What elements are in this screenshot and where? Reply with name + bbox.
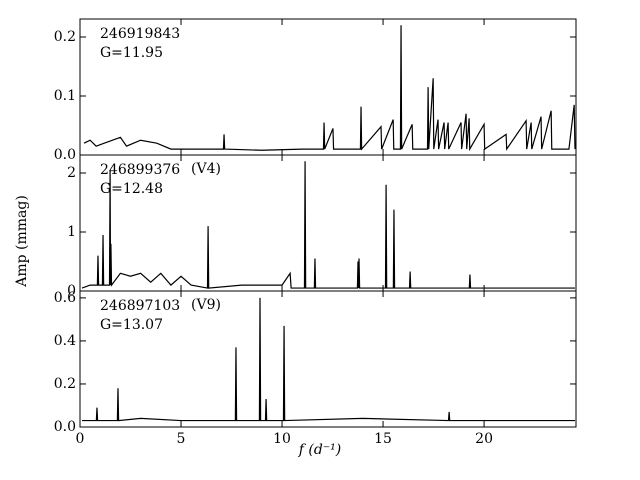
x-tick-label: 10 <box>273 431 291 447</box>
y-tick-label: 0.2 <box>54 29 76 45</box>
y-tick-label: 0.2 <box>54 376 76 392</box>
star-id: 246919843 <box>100 26 180 42</box>
spectrum-line <box>83 25 576 152</box>
star-magnitude: G=12.48 <box>100 181 163 197</box>
panel-frame <box>79 290 577 428</box>
y-tick-label: 0 <box>67 283 76 299</box>
x-tick-label: 20 <box>475 431 493 447</box>
x-tick-label: 5 <box>177 431 186 447</box>
y-tick-label: 0.0 <box>54 147 76 163</box>
star-id: 246899376 <box>100 162 180 178</box>
y-tick-label: 2 <box>67 165 76 181</box>
y-tick-label: 0.4 <box>54 333 76 349</box>
x-axis-label: f (d⁻¹) <box>298 442 342 458</box>
star-id: 246897103 <box>100 298 180 314</box>
y-tick-label: 0.0 <box>54 419 76 435</box>
y-axis-label: Amp (mmag) <box>14 195 30 288</box>
x-tick-label: 0 <box>76 431 85 447</box>
star-tag: (V9) <box>191 297 221 313</box>
spectrum-line <box>82 297 575 422</box>
y-tick-label: 0.6 <box>54 290 76 306</box>
spectrum-line <box>81 161 575 289</box>
star-magnitude: G=11.95 <box>100 45 163 61</box>
y-tick-label: 1 <box>67 224 76 240</box>
star-tag: (V4) <box>191 161 221 177</box>
x-tick-label: 15 <box>374 431 392 447</box>
star-magnitude: G=13.07 <box>100 317 163 333</box>
y-tick-label: 0.1 <box>54 88 76 104</box>
